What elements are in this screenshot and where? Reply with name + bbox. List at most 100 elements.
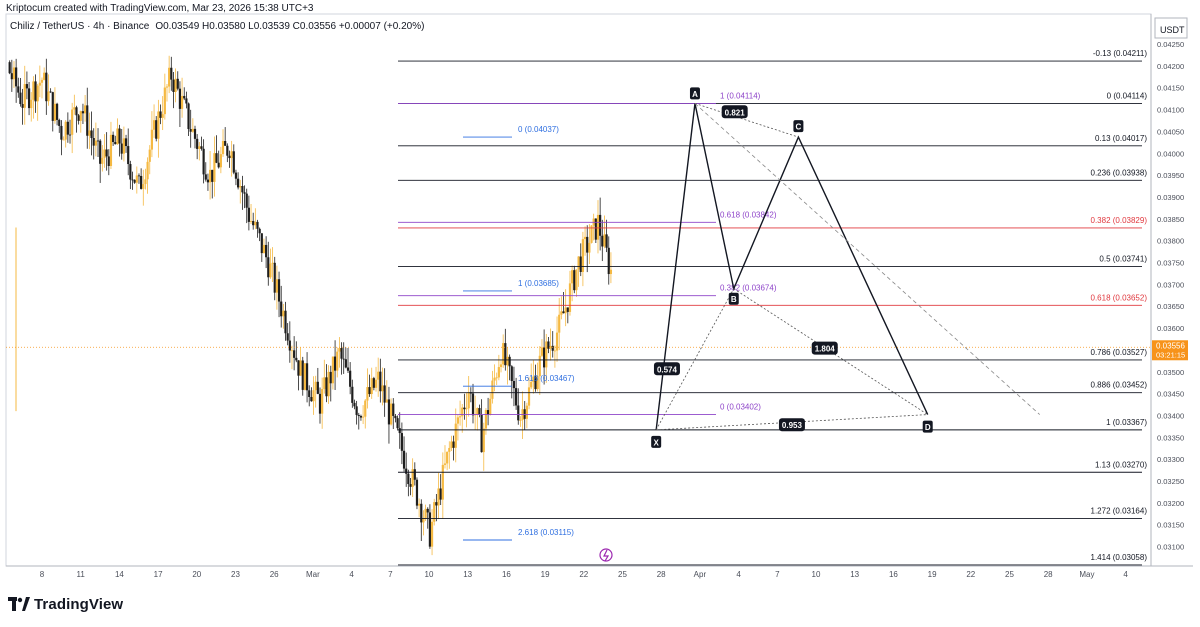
candle (538, 346, 541, 395)
price-tick-label: 0.03650 (1157, 302, 1184, 311)
harmonic-pattern[interactable]: X A B C D 0.821 0.574 1.804 0.953 (651, 87, 1040, 448)
candle-body (178, 88, 182, 109)
candle-body (340, 348, 343, 359)
candle-body (271, 262, 274, 264)
candle (239, 179, 242, 204)
candle (415, 477, 419, 510)
candle-body (461, 407, 464, 417)
candle-body (454, 423, 457, 448)
candle-body (486, 410, 490, 415)
candle (519, 416, 522, 427)
blue-fib[interactable]: 0 (0.04037) 1 (0.03685) 1.618 (0.03467) 2.6… (463, 125, 575, 541)
candle-body (594, 218, 597, 240)
fib-level-label: 1 (0.03367) (1106, 418, 1147, 427)
candle (575, 269, 578, 297)
candle-body (443, 463, 447, 465)
candle-body (114, 142, 117, 145)
candle (377, 357, 380, 397)
time-tick-label: 23 (231, 570, 240, 579)
price-tick-label: 0.03250 (1157, 477, 1184, 486)
candle (454, 408, 457, 463)
candle-body (527, 387, 531, 406)
candle-body (568, 283, 572, 312)
ratio-badge (721, 105, 748, 119)
purple-level-label: 0 (0.03402) (720, 403, 761, 412)
candle-body (398, 428, 401, 434)
candle-body (547, 341, 550, 349)
candle-body (60, 125, 63, 140)
candle (456, 414, 460, 441)
candle-body (172, 79, 175, 92)
candle-body (247, 207, 250, 222)
candle (361, 405, 365, 425)
bar-countdown-label: 03:21:15 (1156, 350, 1185, 359)
candle-body (316, 381, 319, 394)
candle (374, 366, 378, 392)
candle-body (441, 464, 444, 500)
candle (66, 112, 69, 143)
time-tick-label: 14 (115, 570, 124, 579)
symbol-text[interactable]: Chiliz / TetherUS · 4h · Binance (10, 21, 150, 32)
candle-body (349, 370, 352, 387)
time-tick-label: 4 (736, 570, 741, 579)
candle-body (346, 367, 350, 371)
candle (133, 179, 136, 184)
candle (314, 375, 317, 408)
candle (327, 365, 330, 404)
candle (318, 387, 322, 424)
candle-body (73, 107, 76, 110)
candle (316, 367, 319, 395)
ratio-badge (811, 341, 838, 355)
candle-body (510, 366, 513, 381)
fib-level-label: 0.382 (0.03829) (1091, 216, 1148, 225)
candle-body (463, 407, 466, 410)
candle (553, 345, 556, 368)
candle-body (25, 84, 29, 89)
candle (40, 77, 44, 99)
time-tick-label: May (1079, 570, 1094, 579)
symbol-header: Chiliz / TetherUS · 4h · Binance O0.03549… (10, 21, 424, 32)
price-tick-label: 0.03800 (1157, 237, 1184, 246)
candle (435, 493, 438, 522)
candle-body (96, 140, 100, 142)
candle (549, 328, 552, 361)
candle (189, 109, 192, 148)
candle-body (394, 415, 397, 419)
candle (426, 507, 429, 529)
candle-body (68, 134, 72, 136)
candle (55, 102, 59, 126)
fib-retracement[interactable]: -0.13 (0.04211) 0 (0.04114) 0.13 (0.04017)… (398, 49, 1148, 566)
time-tick-label: 11 (77, 570, 86, 579)
purple-fib[interactable]: 1 (0.04114) 0.618 (0.03842) 0.382 (0.03674… (398, 91, 777, 416)
candle (420, 499, 423, 541)
plot-area[interactable] (5, 13, 1152, 567)
blue-level-label: 0 (0.04037) (518, 125, 559, 134)
candle-body (282, 310, 285, 317)
price-axis[interactable]: USDT 0.04250 0.04200 0.04150 0.04100 0.04050 0… (1154, 17, 1188, 552)
news-flash-icon[interactable] (599, 548, 613, 562)
candle-body (480, 414, 483, 453)
candle-body (433, 502, 436, 522)
candle (308, 385, 311, 407)
fib-level-label: 1.272 (0.03164) (1091, 507, 1148, 516)
candle-body (260, 233, 263, 254)
candle (489, 393, 492, 416)
candle-body (234, 172, 238, 179)
candle (558, 298, 561, 351)
candle (355, 400, 358, 425)
candle-body (308, 390, 311, 397)
candle-body (545, 341, 548, 368)
candle-body (370, 378, 373, 395)
pattern-point-box (689, 87, 700, 100)
candle (555, 316, 559, 362)
fib-level-label: -0.13 (0.04211) (1093, 49, 1147, 58)
candle (297, 360, 300, 391)
time-tick-label: 26 (270, 570, 279, 579)
time-tick-label: 13 (463, 570, 472, 579)
time-axis[interactable]: 8 11 14 17 20 23 26 Mar 4 7 10 13 16 19 22 25 28 Apr 4 7 10 1… (40, 570, 1129, 579)
candle (273, 256, 276, 301)
fib-level-label: 0.786 (0.03527) (1091, 348, 1148, 357)
candle (252, 212, 255, 230)
candle (49, 88, 52, 93)
